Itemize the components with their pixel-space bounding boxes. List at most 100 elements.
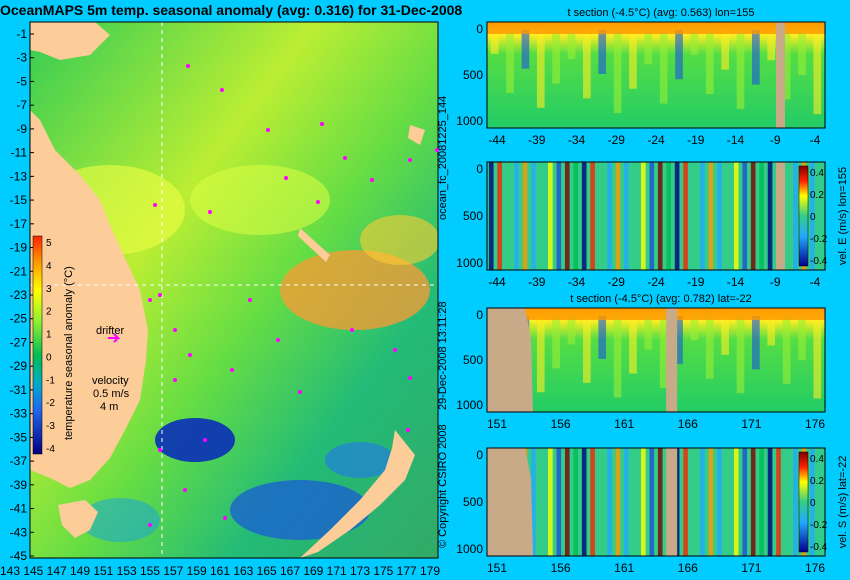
section-stripe: [539, 448, 545, 556]
map-frame: [29, 21, 439, 559]
section-stripe: [690, 30, 699, 55]
drifter-marker: [186, 64, 190, 68]
section-land-gap: [666, 308, 678, 412]
section-stripe: [782, 316, 791, 384]
section-frame: [486, 21, 826, 129]
drifter-marker: [158, 293, 162, 297]
section-panel-vel_s_section: 0 500 1000 151 156 161 166 171 176 0.4 0.2 0 -0.2 -0.…: [456, 447, 849, 575]
section-x-tick-label: -44: [488, 133, 506, 147]
map-colorbar-tick-label: 3: [46, 284, 52, 295]
section-stripe: [522, 162, 528, 270]
section-stripe: [736, 316, 745, 394]
section-x-tick-label: -29: [608, 133, 626, 147]
section-x-tick-label: 156: [551, 561, 571, 575]
section-stripe: [613, 30, 622, 114]
section-x-tick-label: -19: [687, 275, 705, 289]
land-tasmania: [58, 500, 98, 538]
section-y-tick-label: 500: [463, 495, 483, 509]
section-stripe: [750, 162, 756, 270]
section-stripe: [506, 30, 514, 94]
velocity-legend-note: 4 m: [100, 401, 118, 413]
map-y-tick-label: -13: [10, 169, 28, 183]
section-x-tick-label: 151: [487, 417, 507, 431]
drifter-marker: [148, 298, 152, 302]
map-y-tick-label: -27: [10, 335, 28, 349]
section-stripe: [632, 162, 638, 270]
section-stripe: [674, 162, 680, 270]
section-stripe: [573, 448, 579, 556]
map-colorbar-tick-label: 1: [46, 330, 52, 341]
map-plot-area: [30, 22, 438, 558]
map-cool-patch: [80, 498, 160, 542]
velocity-colorbar-tick-label: -0.2: [810, 520, 828, 531]
section-stripe: [717, 448, 722, 556]
drifter-marker: [266, 128, 270, 132]
section-surface-layer: [487, 308, 825, 320]
velocity-colorbar-tick-label: -0.2: [810, 234, 828, 245]
map-x-tick-label: 165: [257, 564, 277, 578]
section-stripe: [583, 30, 591, 99]
section-surface-layer: [487, 22, 825, 34]
map-colorbar-tick-label: 0: [46, 352, 52, 363]
velocity-colorbar-label: vel. E (m/s) lon=155: [837, 167, 849, 265]
map-x-tick-label: 175: [373, 564, 393, 578]
land-new-guinea: [30, 22, 110, 60]
velocity-legend-label: velocity: [92, 375, 129, 387]
map-y-axis: -1 -3 -5 -7 -9 -11 -13 -15 -17 -19 -21 -23 -25 -27 -29…: [10, 27, 34, 563]
map-x-tick-label: 147: [47, 564, 67, 578]
section-stripe: [590, 162, 595, 270]
section-stripe: [624, 162, 629, 270]
map-y-tick-label: -5: [16, 74, 27, 88]
section-stripe: [733, 162, 739, 270]
section-stripe: [644, 30, 653, 65]
section-x-tick-label: 176: [805, 417, 825, 431]
section-x-tick-label: 171: [741, 561, 761, 575]
section-stripe: [793, 162, 798, 270]
map-colorbar-tick-label: 2: [46, 307, 52, 318]
map-y-tick-label: -25: [10, 312, 28, 326]
section-stripe: [490, 30, 499, 54]
section-x-tick-label: 166: [678, 417, 698, 431]
map-x-tick-label: 161: [210, 564, 230, 578]
section-stripe: [810, 448, 815, 556]
map-x-tick-label: 149: [70, 564, 90, 578]
drifter-marker: [276, 338, 280, 342]
section-stripe: [705, 316, 714, 379]
velocity-legend-unit: 0.5 m/s: [93, 388, 130, 400]
section-stripe: [752, 30, 760, 85]
section-stripe: [556, 162, 562, 270]
section-stripe: [613, 316, 622, 398]
land-australia: [30, 110, 148, 488]
section-stripe: [657, 162, 663, 270]
section-stripe: [649, 448, 655, 556]
section-stripe: [798, 30, 806, 75]
section-stripe: [759, 162, 764, 270]
section-stripe: [514, 162, 519, 270]
section-stripe: [531, 162, 536, 270]
map-y-tick-label: -7: [16, 98, 27, 112]
section-stripe: [659, 316, 668, 389]
drifter-marker: [183, 488, 187, 492]
section-stripe: [531, 448, 536, 556]
velocity-colorbar-tick-label: -0.4: [810, 542, 828, 553]
drifter-marker: [230, 368, 234, 372]
section-stripe: [784, 448, 790, 556]
velocity-colorbar-label: vel. S (m/s) lat=-22: [837, 456, 849, 549]
section-stripe: [666, 162, 671, 270]
drifter-marker: [350, 328, 354, 332]
velocity-colorbar: [798, 165, 809, 267]
section-y-tick-label: 0: [476, 162, 483, 176]
drifter-marker: [203, 438, 207, 442]
section-stripe: [767, 30, 776, 61]
drifter-marker: [223, 516, 227, 520]
section-land-mass: [487, 308, 533, 412]
drifter-marker: [248, 298, 252, 302]
section-stripe: [607, 448, 612, 556]
section-y-tick-label: 1000: [456, 114, 483, 128]
map-x-tick-label: 163: [233, 564, 253, 578]
map-colorbar-ticks: 5 4 3 2 1 0 -1 -2 -3 -4: [46, 238, 55, 455]
map-title: OceanMAPS 5m temp. seasonal anomaly (avg…: [0, 2, 462, 18]
section-stripe: [750, 448, 756, 556]
section-stripe: [505, 162, 511, 270]
velocity-colorbar-tick-label: 0.2: [810, 476, 824, 487]
